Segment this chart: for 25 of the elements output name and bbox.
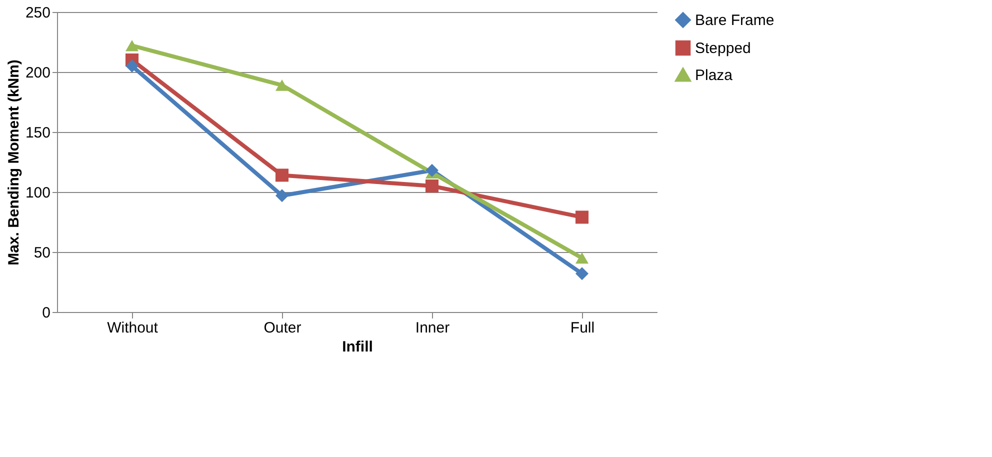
- legend-label: Plaza: [695, 67, 734, 84]
- y-tick-label: 50: [34, 244, 50, 262]
- x-tick-label: Full: [570, 320, 595, 336]
- point: [125, 40, 139, 52]
- y-tick-label: 200: [25, 64, 50, 82]
- legend-label: Bare Frame: [695, 12, 774, 29]
- y-axis-title: Max. Bending Moment (kNm): [5, 60, 22, 266]
- y-tick-label: 150: [25, 124, 50, 142]
- x-tick-label: Without: [107, 320, 159, 336]
- point: [425, 179, 439, 193]
- y-tick-label: 0: [42, 304, 50, 322]
- x-tick-label: Inner: [415, 320, 450, 336]
- legend-label: Stepped: [695, 40, 751, 57]
- point: [275, 80, 289, 91]
- point: [275, 168, 289, 182]
- point: [275, 189, 289, 202]
- point: [125, 59, 139, 73]
- y-tick-label: 100: [25, 184, 50, 202]
- point: [575, 267, 589, 280]
- point: [575, 252, 589, 264]
- x-axis-title: Infill: [342, 338, 373, 356]
- point: [425, 164, 439, 177]
- x-tick-label: Outer: [264, 320, 302, 336]
- y-tick-label: 250: [25, 4, 50, 22]
- point: [575, 210, 589, 224]
